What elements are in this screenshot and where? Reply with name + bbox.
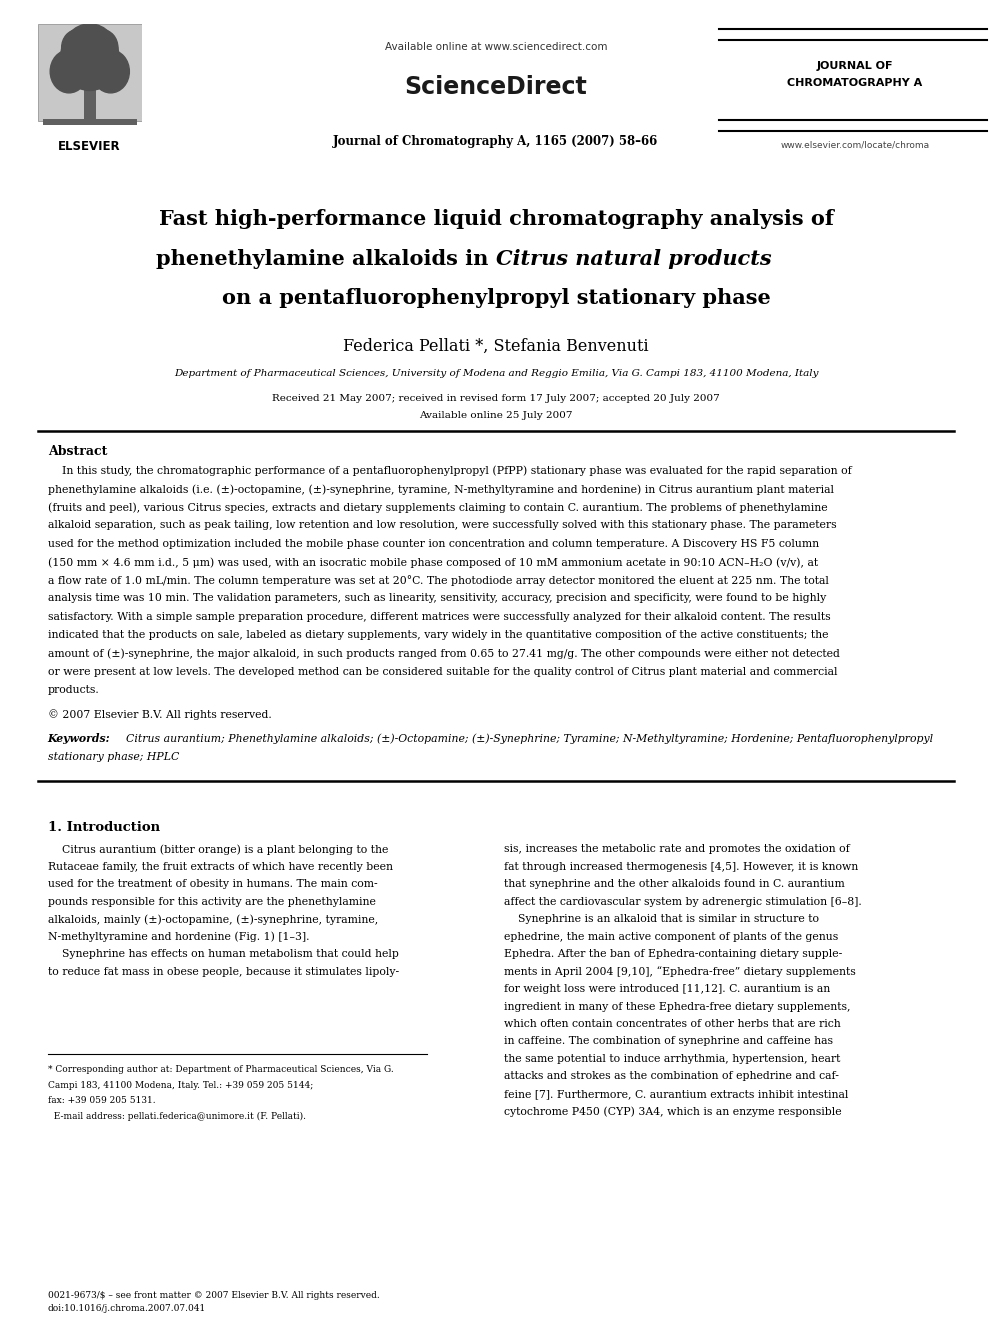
Text: for weight loss were introduced [11,12]. C. aurantium is an: for weight loss were introduced [11,12].…: [504, 984, 830, 994]
Text: (150 mm × 4.6 mm i.d., 5 μm) was used, with an isocratic mobile phase composed o: (150 mm × 4.6 mm i.d., 5 μm) was used, w…: [48, 557, 817, 568]
Text: Ephedra. After the ban of Ephedra-containing dietary supple-: Ephedra. After the ban of Ephedra-contai…: [504, 949, 842, 959]
Text: Available online 25 July 2007: Available online 25 July 2007: [420, 411, 572, 421]
Circle shape: [92, 50, 129, 93]
Circle shape: [86, 29, 118, 66]
Text: affect the cardiovascular system by adrenergic stimulation [6–8].: affect the cardiovascular system by adre…: [504, 897, 862, 906]
Text: alkaloid separation, such as peak tailing, low retention and low resolution, wer: alkaloid separation, such as peak tailin…: [48, 520, 836, 531]
Text: phenethylamine alkaloids (i.e. (±)-octopamine, (±)-synephrine, tyramine, N-methy: phenethylamine alkaloids (i.e. (±)-octop…: [48, 484, 833, 495]
Text: © 2007 Elsevier B.V. All rights reserved.: © 2007 Elsevier B.V. All rights reserved…: [48, 709, 272, 721]
Text: analysis time was 10 min. The validation parameters, such as linearity, sensitiv: analysis time was 10 min. The validation…: [48, 594, 826, 603]
Text: Available online at www.sciencedirect.com: Available online at www.sciencedirect.co…: [385, 42, 607, 53]
Text: ScienceDirect: ScienceDirect: [405, 75, 587, 99]
Text: 0021-9673/$ – see front matter © 2007 Elsevier B.V. All rights reserved.: 0021-9673/$ – see front matter © 2007 El…: [48, 1291, 379, 1301]
Text: Campi 183, 41100 Modena, Italy. Tel.: +39 059 205 5144;: Campi 183, 41100 Modena, Italy. Tel.: +3…: [48, 1081, 312, 1090]
FancyBboxPatch shape: [38, 24, 142, 122]
Text: ments in April 2004 [9,10], “Ephedra-free” dietary supplements: ments in April 2004 [9,10], “Ephedra-fre…: [504, 967, 856, 978]
Text: Received 21 May 2007; received in revised form 17 July 2007; accepted 20 July 20: Received 21 May 2007; received in revise…: [272, 394, 720, 404]
Text: products.: products.: [48, 685, 99, 695]
Text: in caffeine. The combination of synephrine and caffeine has: in caffeine. The combination of synephri…: [504, 1036, 833, 1046]
Circle shape: [62, 29, 93, 66]
Text: In this study, the chromatographic performance of a pentafluorophenylpropyl (PfP: In this study, the chromatographic perfo…: [48, 466, 851, 476]
Text: JOURNAL OF: JOURNAL OF: [816, 61, 894, 71]
Text: Citrus aurantium; Phenethylamine alkaloids; (±)-Octopamine; (±)-Synephrine; Tyra: Citrus aurantium; Phenethylamine alkaloi…: [119, 733, 933, 744]
Text: feine [7]. Furthermore, C. aurantium extracts inhibit intestinal: feine [7]. Furthermore, C. aurantium ext…: [504, 1089, 848, 1099]
Text: Journal of Chromatography A, 1165 (2007) 58–66: Journal of Chromatography A, 1165 (2007)…: [333, 135, 659, 148]
Text: E-mail address: pellati.federica@unimore.it (F. Pellati).: E-mail address: pellati.federica@unimore…: [48, 1111, 306, 1121]
Text: attacks and strokes as the combination of ephedrine and caf-: attacks and strokes as the combination o…: [504, 1072, 839, 1081]
Text: Citrus aurantium (bitter orange) is a plant belonging to the: Citrus aurantium (bitter orange) is a pl…: [48, 844, 388, 855]
Text: the same potential to induce arrhythmia, hypertension, heart: the same potential to induce arrhythmia,…: [504, 1054, 840, 1064]
Text: Rutaceae family, the fruit extracts of which have recently been: Rutaceae family, the fruit extracts of w…: [48, 861, 393, 872]
FancyBboxPatch shape: [43, 119, 137, 126]
Text: CHROMATOGRAPHY A: CHROMATOGRAPHY A: [788, 78, 923, 89]
Text: satisfactory. With a simple sample preparation procedure, different matrices wer: satisfactory. With a simple sample prepa…: [48, 611, 830, 622]
Text: indicated that the products on sale, labeled as dietary supplements, vary widely: indicated that the products on sale, lab…: [48, 630, 828, 640]
Text: a flow rate of 1.0 mL/min. The column temperature was set at 20°C. The photodiod: a flow rate of 1.0 mL/min. The column te…: [48, 576, 828, 586]
Circle shape: [51, 50, 87, 93]
Text: which often contain concentrates of other herbs that are rich: which often contain concentrates of othe…: [504, 1019, 840, 1029]
Text: cytochrome P450 (CYP) 3A4, which is an enzyme responsible: cytochrome P450 (CYP) 3A4, which is an e…: [504, 1106, 841, 1117]
Text: Synephrine has effects on human metabolism that could help: Synephrine has effects on human metaboli…: [48, 949, 399, 959]
Text: doi:10.1016/j.chroma.2007.07.041: doi:10.1016/j.chroma.2007.07.041: [48, 1304, 206, 1314]
FancyBboxPatch shape: [83, 83, 96, 122]
Text: Citrus natural products: Citrus natural products: [496, 249, 772, 269]
Text: Keywords:: Keywords:: [48, 733, 110, 745]
Text: alkaloids, mainly (±)-octopamine, (±)-synephrine, tyramine,: alkaloids, mainly (±)-octopamine, (±)-sy…: [48, 914, 378, 925]
Text: sis, increases the metabolic rate and promotes the oxidation of: sis, increases the metabolic rate and pr…: [504, 844, 850, 855]
Text: (fruits and peel), various Citrus species, extracts and dietary supplements clai: (fruits and peel), various Citrus specie…: [48, 503, 827, 513]
Text: N-methyltyramine and hordenine (Fig. 1) [1–3].: N-methyltyramine and hordenine (Fig. 1) …: [48, 931, 310, 942]
Text: Abstract: Abstract: [48, 445, 107, 458]
Text: phenethylamine alkaloids in: phenethylamine alkaloids in: [157, 249, 496, 269]
Text: Department of Pharmaceutical Sciences, University of Modena and Reggio Emilia, V: Department of Pharmaceutical Sciences, U…: [174, 369, 818, 378]
Text: on a pentafluorophenylpropyl stationary phase: on a pentafluorophenylpropyl stationary …: [221, 288, 771, 308]
Text: fax: +39 059 205 5131.: fax: +39 059 205 5131.: [48, 1097, 155, 1105]
Text: 1. Introduction: 1. Introduction: [48, 820, 160, 833]
Text: stationary phase; HPLC: stationary phase; HPLC: [48, 751, 179, 762]
Text: ephedrine, the main active component of plants of the genus: ephedrine, the main active component of …: [504, 931, 838, 942]
Text: Federica Pellati *, Stefania Benvenuti: Federica Pellati *, Stefania Benvenuti: [343, 337, 649, 355]
Text: Synephrine is an alkaloid that is similar in structure to: Synephrine is an alkaloid that is simila…: [504, 914, 819, 925]
Circle shape: [61, 24, 119, 90]
Text: www.elsevier.com/locate/chroma: www.elsevier.com/locate/chroma: [781, 140, 930, 149]
Text: to reduce fat mass in obese people, because it stimulates lipoly-: to reduce fat mass in obese people, beca…: [48, 967, 399, 976]
Text: that synephrine and the other alkaloids found in C. aurantium: that synephrine and the other alkaloids …: [504, 880, 844, 889]
Text: or were present at low levels. The developed method can be considered suitable f: or were present at low levels. The devel…: [48, 667, 837, 676]
Text: * Corresponding author at: Department of Pharmaceutical Sciences, Via G.: * Corresponding author at: Department of…: [48, 1065, 394, 1074]
Text: fat through increased thermogenesis [4,5]. However, it is known: fat through increased thermogenesis [4,5…: [504, 861, 858, 872]
Text: used for the treatment of obesity in humans. The main com-: used for the treatment of obesity in hum…: [48, 880, 377, 889]
Text: pounds responsible for this activity are the phenethylamine: pounds responsible for this activity are…: [48, 897, 376, 906]
Text: amount of (±)-synephrine, the major alkaloid, in such products ranged from 0.65 : amount of (±)-synephrine, the major alka…: [48, 648, 839, 659]
Text: ELSEVIER: ELSEVIER: [58, 140, 121, 153]
Text: used for the method optimization included the mobile phase counter ion concentra: used for the method optimization include…: [48, 538, 818, 549]
Text: ingredient in many of these Ephedra-free dietary supplements,: ingredient in many of these Ephedra-free…: [504, 1002, 850, 1012]
Text: Fast high-performance liquid chromatography analysis of: Fast high-performance liquid chromatogra…: [159, 209, 833, 229]
